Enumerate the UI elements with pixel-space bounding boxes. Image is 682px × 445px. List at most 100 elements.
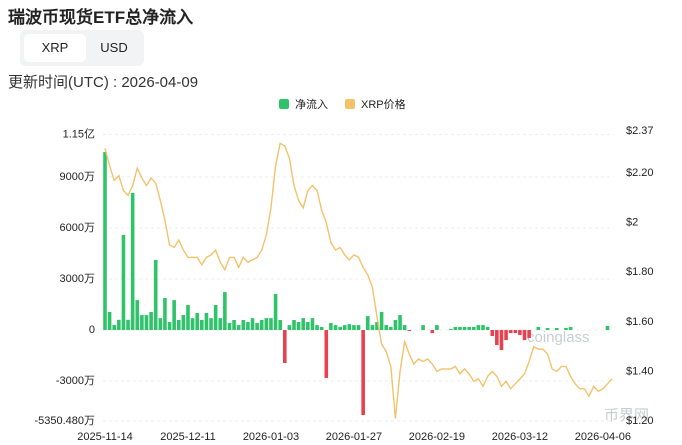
bar: [365, 316, 370, 331]
bar: [338, 326, 342, 331]
bar: [513, 330, 518, 334]
bar: [204, 313, 209, 331]
y2-tick-label: $2: [626, 217, 638, 229]
bar: [398, 315, 402, 331]
y-tick-label: 6000万: [60, 222, 95, 234]
y-tick-label: -3000万: [56, 375, 95, 387]
y-tick-label: 3000万: [60, 273, 95, 285]
bar: [462, 326, 467, 331]
bar: [564, 327, 568, 331]
legend-swatch[interactable]: [345, 99, 355, 109]
legend-label[interactable]: XRP价格: [361, 97, 406, 111]
bar: [536, 326, 541, 331]
bar: [329, 323, 333, 331]
legend-swatch[interactable]: [279, 99, 289, 109]
bar: [554, 327, 559, 331]
price-line: [104, 142, 613, 419]
bar: [186, 305, 190, 331]
bar: [379, 312, 384, 331]
bar: [352, 325, 356, 331]
bar: [605, 325, 610, 331]
x-tick-label: 2026-03-12: [492, 431, 548, 443]
bar: [140, 315, 144, 331]
bar: [342, 325, 347, 331]
bar: [153, 259, 158, 331]
tab[interactable]: XRP: [24, 34, 86, 62]
y2-tick-label: $1.60: [626, 316, 654, 328]
bar: [389, 326, 393, 331]
bar: [282, 330, 287, 364]
bar: [393, 319, 398, 331]
watermark: coinglass: [527, 329, 590, 346]
bar: [158, 318, 163, 331]
bar: [430, 330, 435, 334]
y2-tick-label: $1.40: [626, 365, 654, 377]
bar: [117, 319, 121, 331]
bar: [181, 315, 186, 331]
bar: [126, 319, 130, 331]
y-tick-label: 0: [89, 324, 95, 336]
bar: [453, 326, 458, 331]
x-tick-label: 2025-12-11: [160, 431, 215, 443]
bar: [518, 330, 522, 335]
bar: [458, 326, 462, 331]
bar: [402, 325, 407, 331]
bar: [522, 330, 527, 341]
bar: [107, 312, 112, 331]
bar: [163, 298, 167, 331]
bar: [246, 322, 250, 331]
x-tick-label: 2025-11-14: [77, 431, 132, 443]
bar: [292, 319, 296, 331]
bar: [421, 325, 425, 331]
bar: [269, 318, 273, 331]
x-tick-label: 2026-01-03: [243, 431, 299, 443]
bar: [103, 152, 107, 331]
bar: [255, 323, 259, 331]
x-tick-label: 2026-04-06: [575, 431, 631, 443]
bar: [481, 325, 485, 331]
y2-tick-label: $1.20: [626, 415, 654, 427]
bar: [467, 326, 471, 331]
bar: [232, 319, 236, 331]
bar: [273, 293, 278, 331]
bar: [223, 292, 227, 331]
legend-label[interactable]: 净流入: [295, 97, 328, 111]
bar: [384, 325, 389, 331]
bar: [190, 318, 195, 331]
y-tick-label: 1.15亿: [63, 127, 95, 140]
bar: [319, 326, 324, 331]
bar: [407, 330, 412, 332]
bar: [259, 319, 264, 331]
tab[interactable]: USD: [100, 40, 128, 55]
bar: [218, 318, 223, 331]
bar: [195, 313, 199, 331]
x-tick-label: 2026-02-19: [409, 431, 465, 443]
bar: [361, 330, 365, 416]
update-time: 更新时间(UTC) : 2026-04-09: [8, 74, 199, 91]
bar: [324, 330, 329, 378]
bar: [347, 324, 352, 331]
bar: [236, 325, 241, 331]
y2-tick-label: $2.20: [626, 167, 654, 179]
bar: [264, 318, 269, 331]
bar: [499, 330, 504, 351]
bar: [310, 318, 315, 331]
bar: [112, 324, 117, 331]
bar: [448, 329, 453, 331]
bar: [209, 318, 213, 331]
bar: [370, 325, 375, 331]
x-tick-label: 2026-01-27: [326, 431, 382, 443]
bar: [527, 330, 531, 339]
y-tick-label: 9000万: [60, 171, 95, 183]
bar: [472, 326, 476, 331]
bar: [241, 319, 246, 331]
bar: [476, 325, 481, 331]
bar: [200, 319, 204, 331]
bar: [130, 192, 135, 331]
page-title: 瑞波币现货ETF总净流入: [8, 8, 194, 27]
bar: [213, 305, 218, 331]
bar: [250, 318, 255, 331]
bar: [149, 312, 153, 331]
bar: [545, 327, 550, 331]
